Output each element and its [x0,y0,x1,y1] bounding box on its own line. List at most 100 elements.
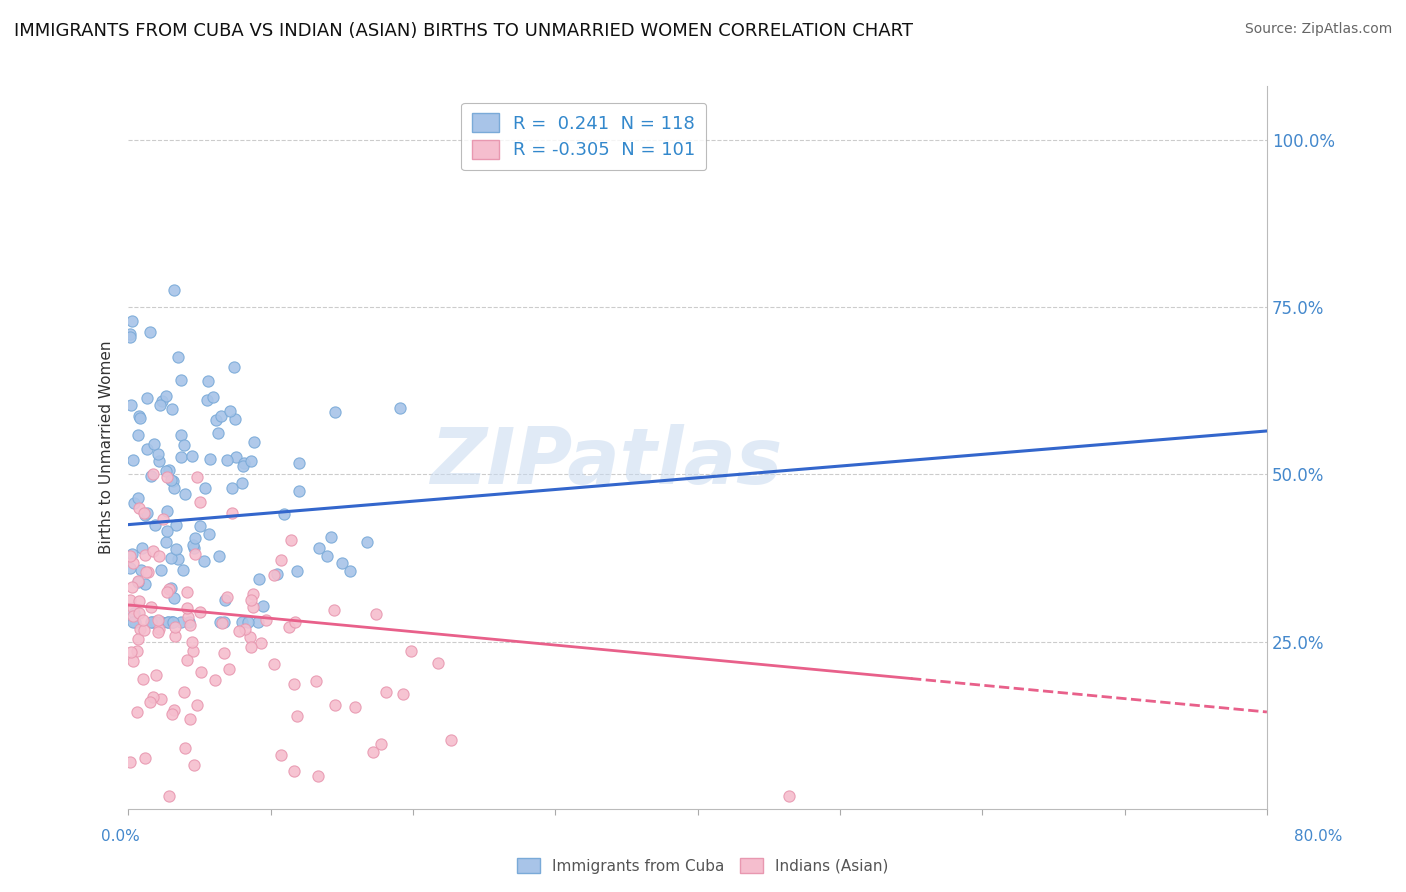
Point [132,623,155,637]
Point [219,404,242,418]
Point [118,756,141,770]
Point [183,541,205,556]
Point [121,556,143,570]
Point [180,634,202,648]
Point [139,326,162,340]
Point [118,593,141,607]
Point [231,615,253,629]
Point [146,625,169,640]
Point [152,512,174,526]
Point [145,668,167,682]
Point [134,508,156,522]
Point [233,456,256,470]
Point [285,709,308,723]
Point [122,452,145,467]
Point [139,695,162,709]
Point [197,375,219,389]
Point [288,483,311,498]
Point [198,526,221,541]
Point [156,584,179,599]
Point [179,712,201,726]
Point [239,454,262,468]
Point [141,469,163,483]
Point [221,481,243,495]
Point [247,572,270,586]
Point [232,458,254,473]
Point [156,469,179,483]
Point [142,437,165,451]
Point [143,615,166,629]
Point [166,351,188,365]
Point [208,615,231,629]
Point [323,405,346,419]
Point [135,506,157,520]
Point [305,673,328,688]
Point [270,748,292,763]
Point [176,601,198,615]
Point [145,615,167,629]
Point [121,609,143,624]
Point [148,454,170,468]
Point [118,549,141,563]
Point [193,554,215,568]
Point [173,685,195,699]
Point [160,615,183,629]
Point [323,603,346,617]
Point [218,663,240,677]
Point [778,789,800,803]
Point [364,607,387,622]
Point [160,581,183,595]
Point [242,586,264,600]
Point [163,703,186,717]
Point [266,567,288,582]
Point [228,624,250,639]
Point [166,552,188,566]
Point [121,580,143,594]
Point [224,359,246,374]
Point [160,615,183,629]
Point [188,518,211,533]
Point [149,399,172,413]
Text: 0.0%: 0.0% [101,830,141,844]
Point [170,373,193,387]
Y-axis label: Births to Unmarried Women: Births to Unmarried Women [100,341,114,555]
Point [242,600,264,615]
Point [186,470,208,484]
Point [440,732,463,747]
Point [263,657,285,671]
Point [159,473,181,487]
Point [174,740,197,755]
Point [127,428,149,442]
Point [118,326,141,341]
Point [122,615,145,629]
Point [155,464,177,478]
Point [120,645,142,659]
Point [361,745,384,759]
Point [190,665,212,679]
Point [138,565,160,579]
Point [184,531,207,545]
Point [150,692,173,706]
Point [370,737,392,751]
Text: 80.0%: 80.0% [1295,830,1343,844]
Point [284,615,307,629]
Point [280,533,302,548]
Point [118,330,141,344]
Point [162,615,184,629]
Point [134,576,156,591]
Point [160,707,183,722]
Point [214,615,236,629]
Point [156,615,179,629]
Point [146,613,169,627]
Point [231,476,253,491]
Point [165,629,187,643]
Legend: R =  0.241  N = 118, R = -0.305  N = 101: R = 0.241 N = 118, R = -0.305 N = 101 [461,103,706,170]
Point [149,615,172,629]
Point [208,549,231,563]
Text: Source: ZipAtlas.com: Source: ZipAtlas.com [1244,22,1392,37]
Point [160,550,183,565]
Point [142,544,165,558]
Point [139,599,162,614]
Point [215,453,238,467]
Point [157,789,180,803]
